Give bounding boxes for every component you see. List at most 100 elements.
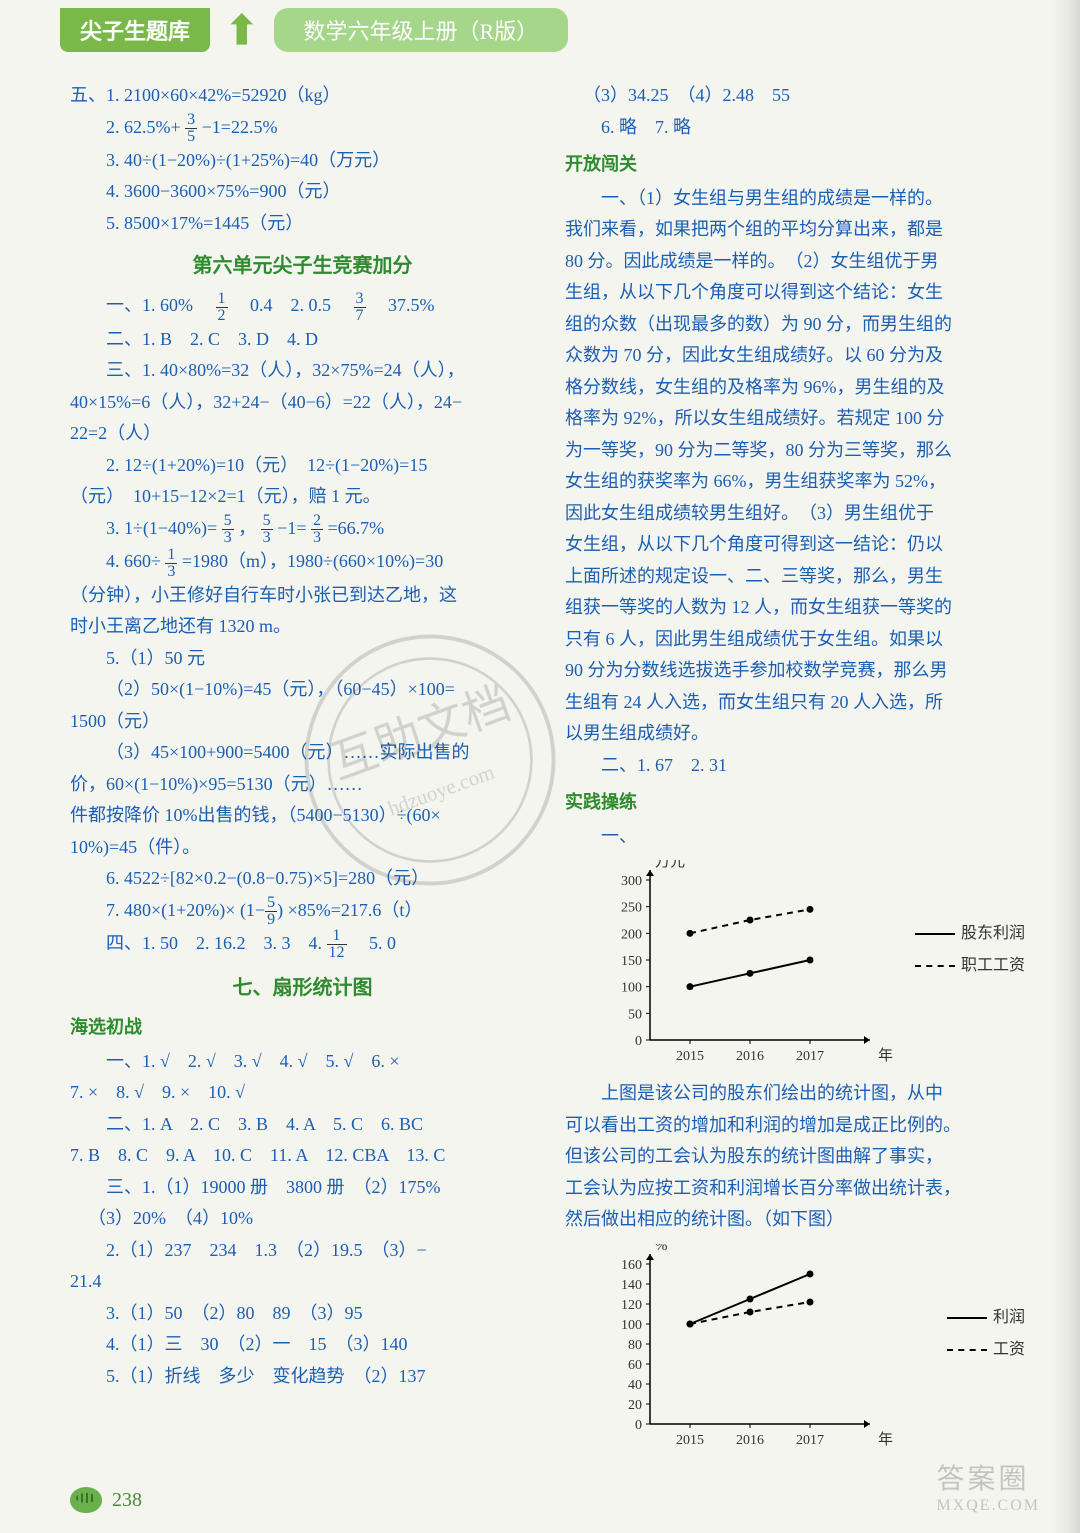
rp2: 我们来看，如果把两个组的平均分算出来，都是	[565, 214, 1030, 246]
l-5-3: 3. 40÷(1−20%)÷(1+25%)=40（万元）	[70, 145, 535, 177]
u6-2: 二、1. B 2. C 3. D 4. D	[70, 324, 535, 356]
unit6-title: 第六单元尖子生竞赛加分	[70, 249, 535, 284]
svg-text:20: 20	[628, 1398, 642, 1413]
mid5: 然后做出相应的统计图。（如下图）	[565, 1204, 1030, 1236]
rp14: 组获一等奖的人数为 12 人，而女生组获一等奖的	[565, 592, 1030, 624]
u6-3-4d: 时小王离乙地还有 1320 m。	[70, 611, 535, 643]
sjcl-title: 实践操练	[565, 787, 1030, 819]
chart-2: 020406080100120140160201520162017%年 利润 工…	[595, 1244, 1015, 1454]
c2-s1: 利润	[993, 1304, 1025, 1332]
h3-1: 三、1.（1）19000 册 3800 册 （2）175%	[70, 1172, 535, 1204]
svg-text:50: 50	[628, 1007, 642, 1022]
page-header: 尖子生题库 ⬆ 数学六年级上册（R版）	[0, 0, 1080, 60]
u6-3-2b: （元） 10+15−12×2=1（元），赔 1 元。	[70, 481, 535, 513]
u6-5-3b: 价，60×(1−10%)×95=5130（元）……	[70, 769, 535, 801]
u6-3-4b: =1980（m），1980÷(660×10%)=30	[182, 551, 443, 571]
svg-text:年: 年	[878, 1431, 893, 1448]
svg-text:2016: 2016	[736, 1049, 764, 1064]
h3-2: 2.（1）237 234 1.3 （2）19.5 （3）−	[70, 1235, 535, 1267]
page-number: 238	[112, 1489, 142, 1512]
u6-5-1: 5.（1）50 元	[70, 643, 535, 675]
rp4: 生组，从以下几个角度可以得到这个结论：女生	[565, 277, 1030, 309]
u6-1a: 一、1. 60%	[106, 295, 211, 315]
u6-7b: ×85%=217.6（t）	[288, 900, 423, 920]
sec-five-label: 五、	[70, 85, 106, 105]
mid1: 上图是该公司的股东们绘出的统计图，从中	[565, 1078, 1030, 1110]
svg-text:300: 300	[621, 874, 642, 889]
c1-s2: 职工工资	[961, 952, 1025, 980]
melon-icon	[70, 1487, 102, 1513]
svg-text:2017: 2017	[796, 1049, 824, 1064]
corner-watermark: 答案圈MXQE.COM	[936, 1457, 1040, 1515]
svg-text:60: 60	[628, 1358, 642, 1373]
rp16: 90 分为分数线选拔选手参加校数学竞赛，那么男	[565, 655, 1030, 687]
chart1-legend: 股东利润 职工工资	[915, 920, 1025, 984]
u6-4a: 四、1. 50 2. 16.2 3. 3 4.	[106, 933, 327, 953]
left-column: 五、1. 2100×60×42%=52920（kg） 2. 62.5%+ 35 …	[70, 80, 535, 1462]
svg-text:80: 80	[628, 1338, 642, 1353]
u6-3-3d: =66.7%	[327, 518, 384, 538]
rp9: 为一等奖，90 分为二等奖，80 分为三等奖，那么	[565, 435, 1030, 467]
rp10: 女生组的获奖率为 66%，男生组获奖率为 52%，	[565, 466, 1030, 498]
dash-line-icon	[947, 1349, 987, 1351]
svg-text:100: 100	[621, 1318, 642, 1333]
header-title-right: 数学六年级上册（R版）	[274, 8, 569, 52]
dash-line-icon	[915, 965, 955, 967]
page-footer: 238	[70, 1487, 142, 1513]
svg-text:0: 0	[635, 1418, 642, 1433]
u6-3-1b: 40×15%=6（人），32+24−（40−6）=22（人），24−	[70, 387, 535, 419]
svg-text:2016: 2016	[736, 1433, 764, 1448]
svg-text:年: 年	[878, 1047, 893, 1064]
rp12: 女生组，从以下几个角度可得到这一结论：仍以	[565, 529, 1030, 561]
chart-1: 050100150200250300201520162017万元年 股东利润 职…	[595, 860, 1015, 1070]
rp3: 80 分。因此成绩是一样的。 （2）女生组优于男	[565, 246, 1030, 278]
frac-1-3: 13	[165, 547, 177, 580]
svg-text:120: 120	[621, 1298, 642, 1313]
solid-line-icon	[915, 933, 955, 935]
svg-text:2017: 2017	[796, 1433, 824, 1448]
svg-text:100: 100	[621, 981, 642, 996]
page-edge-shadow	[1050, 0, 1080, 1533]
svg-text:0: 0	[635, 1034, 642, 1049]
l-5-5: 5. 8500×17%=1445（元）	[70, 208, 535, 240]
u6-4b: 5. 0	[351, 933, 396, 953]
h3-2b: 21.4	[70, 1266, 535, 1298]
sec7-title: 七、扇形统计图	[70, 971, 535, 1006]
l-5-2b: −1=22.5%	[202, 117, 278, 137]
c1-s1: 股东利润	[961, 920, 1025, 948]
u6-5-3c: 件都按降价 10%出售的钱，（5400−5130）÷(60×	[70, 800, 535, 832]
h1: 一、1. √ 2. √ 3. √ 4. √ 5. √ 6. ×	[70, 1046, 535, 1078]
u6-5-2: （2）50×(1−10%)=45（元），（60−45）×100=	[70, 674, 535, 706]
right-column: （3）34.25 （4）2.48 55 6. 略 7. 略 开放闯关 一、（1）…	[565, 80, 1030, 1462]
frac-3-7: 37	[354, 291, 366, 324]
svg-text:200: 200	[621, 927, 642, 942]
u6-7a: 7. 480×(1+20%)×	[106, 900, 235, 920]
svg-text:2015: 2015	[676, 1049, 704, 1064]
frac-3-5: 35	[185, 112, 197, 145]
u6-3-4c: （分钟），小王修好自行车时小张已到达乙地，这	[70, 580, 535, 612]
rp17: 生组有 24 人入选，而女生组只有 20 人入选，所	[565, 687, 1030, 719]
svg-text:250: 250	[621, 901, 642, 916]
u6-3-1c: 22=2（人）	[70, 418, 535, 450]
h3-4: 4.（1）三 30 （2）一 15 （3）140	[70, 1329, 535, 1361]
rp11: 因此女生组成绩较男生组好。 （3）男生组优于	[565, 498, 1030, 530]
frac-5-9: 59	[265, 895, 277, 928]
c2-s2: 工资	[993, 1336, 1025, 1364]
svg-text:140: 140	[621, 1278, 642, 1293]
frac-5-3a: 53	[222, 513, 234, 546]
u6-3-3b: ，	[238, 518, 256, 538]
r-top2: 6. 略 7. 略	[565, 112, 1030, 144]
chart2-legend: 利润 工资	[947, 1304, 1025, 1368]
u6-6: 6. 4522÷[82×0.2−(0.8−0.75)×5]=280（元）	[70, 863, 535, 895]
svg-text:%: %	[655, 1244, 668, 1254]
u6-3-4a: 4. 660÷	[106, 551, 161, 571]
rp15: 只有 6 人，因此男生组成绩优于女生组。如果以	[565, 624, 1030, 656]
content-area: 五、1. 2100×60×42%=52920（kg） 2. 62.5%+ 35 …	[0, 60, 1080, 1462]
r-top: （3）34.25 （4）2.48 55	[565, 80, 1030, 112]
h2: 二、1. A 2. C 3. B 4. A 5. C 6. BC	[70, 1109, 535, 1141]
mid3: 但该公司的工会认为股东的统计图曲解了事实，	[565, 1141, 1030, 1173]
u6-1c: 37.5%	[370, 295, 435, 315]
u6-3-3c: −1=	[277, 518, 306, 538]
h3-5: 5.（1）折线 多少 变化趋势 （2）137	[70, 1361, 535, 1393]
frac-1-2: 12	[216, 291, 228, 324]
